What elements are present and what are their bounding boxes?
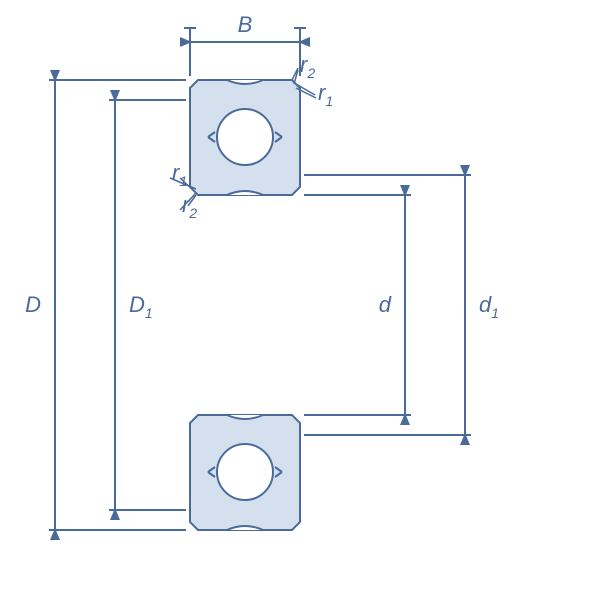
svg-text:d1: d1: [479, 292, 499, 321]
svg-text:r2: r2: [300, 52, 315, 81]
svg-text:r1: r1: [172, 160, 187, 189]
bearing-diagram: BDD1dd1r2r1r1r2: [0, 0, 600, 600]
svg-text:r1: r1: [318, 80, 333, 109]
svg-text:D: D: [25, 292, 41, 317]
label-B: B: [238, 12, 253, 37]
svg-text:d: d: [379, 292, 392, 317]
svg-text:D1: D1: [129, 292, 153, 321]
